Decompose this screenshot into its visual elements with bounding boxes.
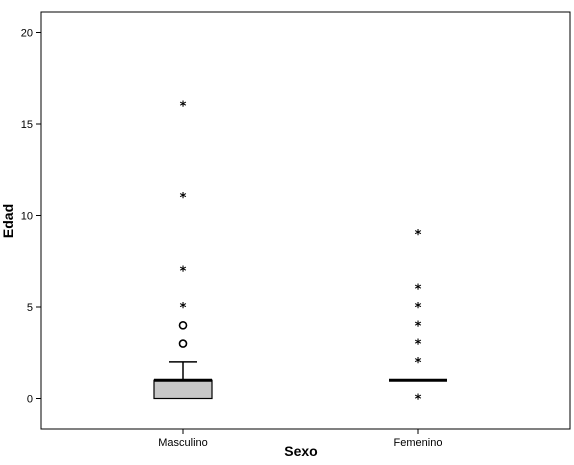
extreme-point: *	[180, 100, 187, 115]
outlier-point	[178, 339, 188, 348]
y-tick-label: 20	[21, 28, 33, 40]
y-axis: 0 5 10 15 20	[21, 28, 41, 406]
extreme-point: *	[180, 301, 187, 316]
extreme-point: *	[415, 338, 422, 353]
outlier-point	[178, 320, 188, 330]
y-axis-title: Edad	[0, 204, 16, 238]
y-tick-label: 10	[21, 211, 33, 223]
extreme-point: *	[415, 228, 422, 243]
iqr-box	[153, 379, 213, 400]
extreme-point: *	[415, 393, 422, 408]
y-tick-label: 0	[27, 394, 33, 406]
extreme-point: *	[180, 264, 187, 279]
extreme-point: *	[415, 283, 422, 298]
box-group-femenino: * * * * * * *	[389, 228, 447, 408]
plot-frame	[40, 11, 571, 430]
box-group-masculino: * * * *	[153, 100, 213, 400]
x-axis: Masculino Femenino	[158, 429, 442, 449]
x-tick-label: Femenino	[394, 437, 443, 449]
plot-area: * * * * * * * * * * *	[153, 100, 447, 408]
extreme-point: *	[415, 301, 422, 316]
x-axis-title: Sexo	[284, 443, 317, 459]
y-tick-label: 15	[21, 119, 33, 131]
extreme-point: *	[415, 319, 422, 334]
x-tick-label: Masculino	[158, 437, 208, 449]
y-tick-label: 5	[27, 302, 33, 314]
extreme-point: *	[415, 356, 422, 371]
extreme-point: *	[180, 191, 187, 206]
